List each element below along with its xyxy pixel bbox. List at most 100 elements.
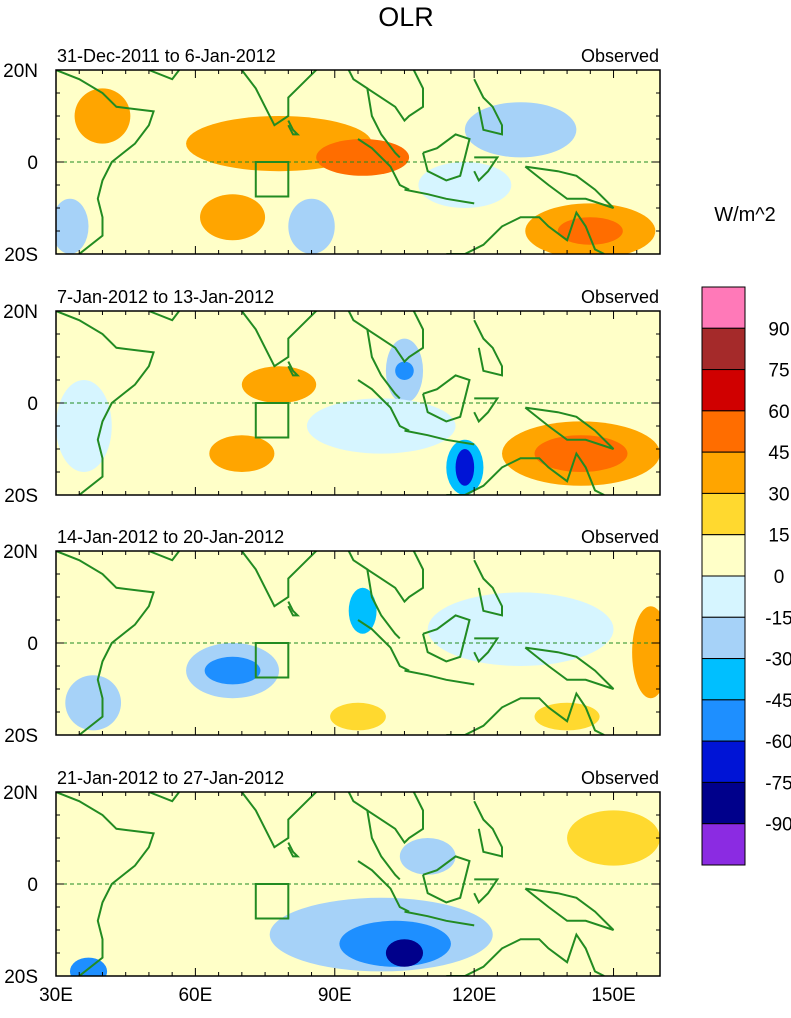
coastline xyxy=(366,792,424,845)
colorbar-swatch xyxy=(701,327,746,371)
coastline xyxy=(404,669,475,686)
coastline xyxy=(524,646,615,690)
coastline xyxy=(148,551,181,562)
coastline xyxy=(446,451,605,495)
anomaly-field xyxy=(56,311,660,495)
anomaly-field xyxy=(56,551,660,735)
colorbar-swatch xyxy=(701,286,746,329)
y-tick-label: 0 xyxy=(27,634,38,655)
x-tick-label: 120E xyxy=(452,985,496,1006)
coastline xyxy=(524,887,615,931)
panel-observed-label: Observed xyxy=(581,768,659,788)
olr-anomaly-region xyxy=(204,656,261,685)
region-box xyxy=(254,642,290,679)
colorbar-label: -60 xyxy=(765,732,791,753)
x-tick-label: 30E xyxy=(39,985,73,1006)
coastline xyxy=(422,133,471,182)
coastline xyxy=(56,792,155,976)
olr-anomaly-region xyxy=(418,162,512,208)
olr-anomaly-region xyxy=(557,217,623,245)
coastline xyxy=(56,551,155,735)
colorbar-swatch xyxy=(701,534,746,577)
coastline xyxy=(446,691,605,735)
colorbar-label: 90 xyxy=(768,319,789,340)
y-tick-label: 20S xyxy=(4,245,38,266)
olr-anomaly-region xyxy=(395,361,414,380)
olr-anomaly-region xyxy=(455,449,475,486)
olr-anomaly-region xyxy=(534,435,628,472)
panel-observed-label: Observed xyxy=(581,46,659,66)
olr-anomaly-region xyxy=(385,939,424,967)
coastline xyxy=(287,361,301,377)
colorbar-units-label: W/m^2 xyxy=(714,204,776,226)
region-box xyxy=(254,161,290,198)
colorbar-label: -90 xyxy=(765,815,791,836)
coastline xyxy=(473,397,500,424)
coastline xyxy=(240,792,318,849)
y-tick-label: 20S xyxy=(4,726,38,747)
coastline xyxy=(148,70,181,81)
olr-anomaly-region xyxy=(200,194,266,241)
coastline xyxy=(347,311,401,400)
coastline xyxy=(347,551,401,640)
olr-anomaly-region xyxy=(316,139,410,176)
colorbar-label: 45 xyxy=(768,443,789,464)
colorbar-label: -30 xyxy=(765,650,791,671)
coastline xyxy=(357,138,410,191)
panel-period-label: 21-Jan-2012 to 27-Jan-2012 xyxy=(57,768,284,788)
coastline xyxy=(404,429,475,446)
coastline xyxy=(446,932,605,976)
coastline xyxy=(524,165,615,209)
coastline xyxy=(240,551,318,608)
colorbar-swatch xyxy=(701,658,746,701)
coastline xyxy=(287,842,301,858)
olr-anomaly-region xyxy=(464,102,577,158)
colorbar-swatch xyxy=(701,451,746,494)
coastline xyxy=(473,319,503,377)
colorbar-label: -75 xyxy=(765,773,791,794)
region-box xyxy=(254,402,290,439)
map-panel: 20N 0 20S 31-Dec-2011 to 6-Jan-2012 Observed xyxy=(3,46,661,266)
coastline xyxy=(366,311,424,364)
y-tick-label: 0 xyxy=(27,153,38,174)
coastline xyxy=(422,614,471,663)
olr-anomaly-region xyxy=(632,606,660,699)
coastline xyxy=(287,120,301,136)
coastline xyxy=(240,70,318,127)
coastline xyxy=(366,70,424,123)
coastline xyxy=(148,792,181,803)
coastline xyxy=(347,792,401,881)
x-tick-label: 150E xyxy=(591,985,635,1006)
map-panel: 20N 0 20S 7-Jan-2012 to 13-Jan-2012 Observed xyxy=(3,287,661,507)
coastline xyxy=(366,551,424,604)
colorbar-swatch xyxy=(701,410,746,453)
olr-anomaly-region xyxy=(241,366,317,403)
colorbar-swatch xyxy=(701,616,746,660)
colorbar-swatch xyxy=(701,740,746,783)
colorbar-swatch xyxy=(701,492,746,536)
map-panel: 20N 0 20S 21-Jan-2012 to 27-Jan-2012 Observe… xyxy=(3,768,661,988)
colorbar-label: -15 xyxy=(765,608,791,629)
y-tick-label: 20S xyxy=(4,486,38,507)
coastline xyxy=(357,619,410,672)
panel-period-label: 31-Dec-2011 to 6-Jan-2012 xyxy=(57,46,276,66)
y-tick-label: 0 xyxy=(27,394,38,415)
olr-anomaly-region xyxy=(209,435,275,472)
olr-anomaly-region xyxy=(306,398,456,454)
x-tick-label: 90E xyxy=(318,985,352,1006)
colorbar: 90 75 60 45 30 15 0 -15 -30 -45 -60 -75 -90 xyxy=(701,286,791,866)
colorbar-swatch xyxy=(701,575,746,618)
colorbar-label: -45 xyxy=(765,691,791,712)
y-tick-label: 20N xyxy=(3,61,38,82)
coastline xyxy=(357,860,410,913)
coastline xyxy=(473,637,500,664)
panel-observed-label: Observed xyxy=(581,527,659,547)
coastline xyxy=(287,601,301,617)
coastline xyxy=(473,78,503,136)
olr-anomaly-region xyxy=(427,592,614,666)
olr-anomaly-region xyxy=(69,957,108,976)
x-tick-label: 60E xyxy=(178,985,212,1006)
y-tick-label: 20S xyxy=(4,967,38,988)
coastline xyxy=(56,70,155,254)
